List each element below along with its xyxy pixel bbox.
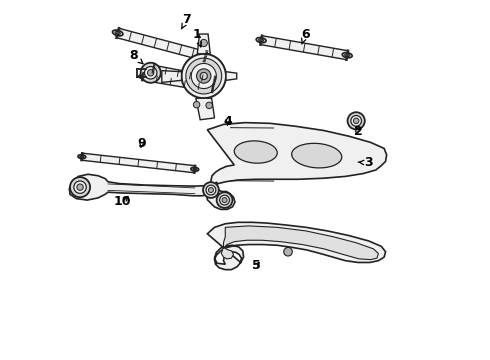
Polygon shape <box>207 222 386 270</box>
Circle shape <box>220 195 229 205</box>
Polygon shape <box>117 28 207 61</box>
Text: 6: 6 <box>301 28 310 44</box>
Circle shape <box>147 69 154 76</box>
Ellipse shape <box>259 39 264 41</box>
Ellipse shape <box>151 68 155 70</box>
Circle shape <box>141 63 161 83</box>
Circle shape <box>186 58 221 94</box>
Circle shape <box>194 102 200 108</box>
Polygon shape <box>226 72 237 80</box>
Ellipse shape <box>342 53 352 58</box>
Circle shape <box>222 198 227 203</box>
Circle shape <box>181 54 226 98</box>
Circle shape <box>353 118 359 123</box>
Ellipse shape <box>78 155 86 159</box>
Polygon shape <box>260 36 348 60</box>
Circle shape <box>225 129 229 134</box>
Circle shape <box>145 67 157 79</box>
Text: 7: 7 <box>181 13 191 29</box>
Text: 4: 4 <box>223 116 232 129</box>
Ellipse shape <box>112 30 123 36</box>
Ellipse shape <box>191 167 199 171</box>
Ellipse shape <box>211 78 219 82</box>
Ellipse shape <box>149 67 157 71</box>
Text: 3: 3 <box>358 156 372 169</box>
Polygon shape <box>207 123 387 210</box>
Circle shape <box>208 188 214 193</box>
Text: 9: 9 <box>137 137 146 150</box>
Text: 1: 1 <box>192 28 201 47</box>
Polygon shape <box>196 98 215 120</box>
Circle shape <box>203 182 219 198</box>
Ellipse shape <box>234 141 277 163</box>
Ellipse shape <box>292 143 342 168</box>
Circle shape <box>347 112 365 130</box>
Circle shape <box>206 185 216 195</box>
Ellipse shape <box>211 87 215 90</box>
Circle shape <box>351 116 362 126</box>
Ellipse shape <box>200 53 211 59</box>
Text: 5: 5 <box>252 259 261 272</box>
Text: 2: 2 <box>354 125 362 138</box>
Circle shape <box>206 102 212 109</box>
Circle shape <box>191 63 216 89</box>
Circle shape <box>284 247 293 256</box>
Polygon shape <box>69 174 217 200</box>
Ellipse shape <box>209 86 217 91</box>
Polygon shape <box>221 226 378 260</box>
Polygon shape <box>153 66 215 84</box>
Ellipse shape <box>80 156 84 158</box>
Polygon shape <box>197 34 210 54</box>
Ellipse shape <box>256 37 266 43</box>
Ellipse shape <box>345 54 350 57</box>
Ellipse shape <box>115 31 121 35</box>
Circle shape <box>196 69 211 83</box>
Circle shape <box>222 127 231 136</box>
Circle shape <box>70 177 90 197</box>
Ellipse shape <box>213 79 217 81</box>
Text: 8: 8 <box>129 49 143 64</box>
Ellipse shape <box>203 55 208 58</box>
Circle shape <box>74 181 86 193</box>
Circle shape <box>217 192 232 208</box>
Polygon shape <box>81 153 195 173</box>
Circle shape <box>200 40 207 46</box>
Circle shape <box>220 125 234 139</box>
Text: 10: 10 <box>114 195 131 208</box>
Ellipse shape <box>193 168 197 170</box>
Polygon shape <box>162 71 181 82</box>
Circle shape <box>200 72 207 80</box>
Ellipse shape <box>141 76 145 78</box>
Polygon shape <box>142 73 213 92</box>
Circle shape <box>77 184 83 190</box>
Ellipse shape <box>139 75 147 79</box>
